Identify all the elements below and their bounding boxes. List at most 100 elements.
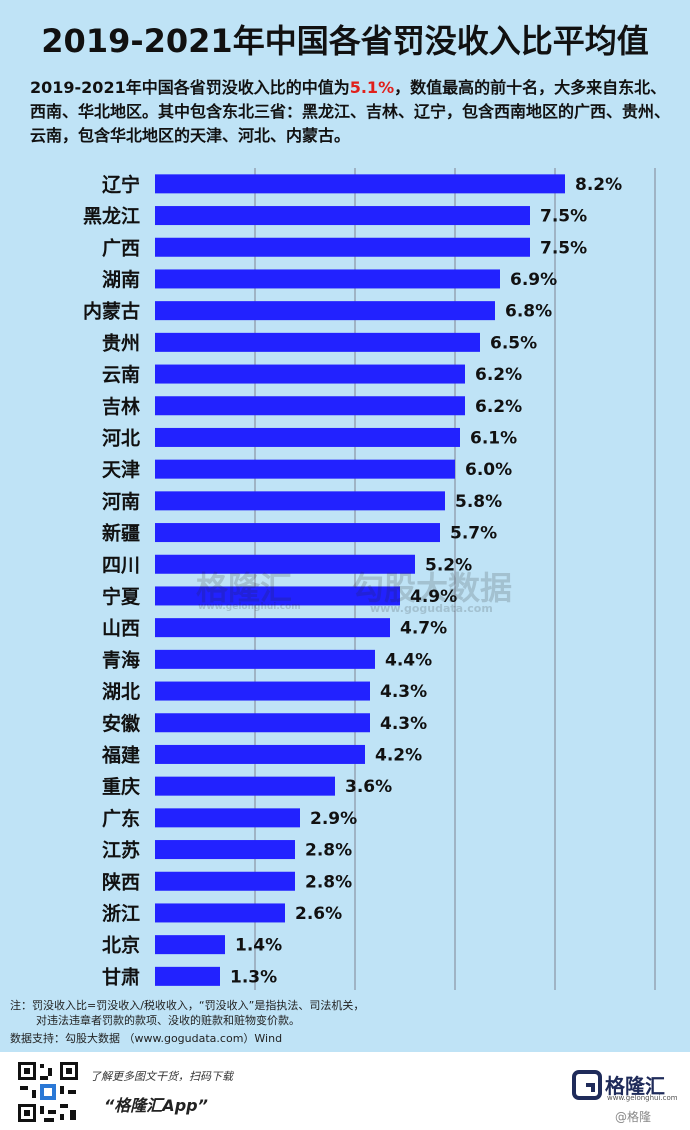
bar	[155, 206, 530, 226]
bar	[155, 491, 445, 511]
category-label: 江苏	[102, 839, 140, 862]
category-label: 青海	[102, 648, 140, 671]
value-label: 7.5%	[540, 207, 587, 227]
bar	[155, 301, 495, 321]
category-label: 河南	[102, 491, 140, 513]
value-label: 7.5%	[540, 238, 587, 258]
value-label: 6.8%	[505, 302, 552, 322]
category-label: 湖南	[102, 269, 140, 291]
bar	[155, 903, 285, 923]
download-cta: 了解更多图文干货，扫码下载	[90, 1070, 233, 1083]
category-label: 陕西	[102, 870, 140, 893]
value-label: 4.4%	[385, 650, 432, 670]
bar	[155, 935, 225, 955]
bar	[155, 269, 500, 289]
bar	[155, 776, 335, 796]
value-label: 1.3%	[230, 967, 277, 987]
bar	[155, 174, 565, 194]
bar	[155, 459, 455, 479]
value-label: 4.3%	[380, 714, 427, 734]
bar	[155, 871, 295, 891]
bar	[155, 523, 440, 543]
value-label: 6.5%	[490, 333, 537, 353]
category-label: 广西	[102, 236, 140, 259]
value-label: 5.8%	[455, 492, 502, 512]
value-label: 4.9%	[410, 587, 457, 607]
value-label: 6.9%	[510, 270, 557, 290]
value-label: 2.8%	[305, 841, 352, 861]
watermark-partner-url: www.gogudata.com	[370, 602, 493, 615]
category-label: 内蒙古	[83, 300, 140, 323]
value-label: 1.4%	[235, 936, 282, 956]
bar	[155, 744, 365, 764]
qr-code-icon[interactable]	[16, 1060, 80, 1124]
category-label: 福建	[101, 743, 140, 766]
chart-note: 注：罚没收入比=罚没收入/税收收入，“罚没收入”是指执法、司法机关， 对违法违章…	[10, 998, 610, 1028]
category-label: 湖北	[102, 681, 140, 703]
value-label: 5.2%	[425, 555, 472, 575]
bar	[155, 808, 300, 828]
brand-name: 格隆汇	[605, 1074, 665, 1098]
data-source: 数据支持：勾股大数据 （www.gogudata.com）Wind	[10, 1032, 283, 1045]
category-label: 黑龙江	[83, 205, 140, 228]
weibo-handle: @格隆	[615, 1110, 652, 1124]
value-label: 6.0%	[465, 460, 512, 480]
bar	[155, 427, 460, 447]
median-highlight: 5.1%	[349, 78, 395, 97]
category-label: 安徽	[102, 712, 141, 735]
bar	[155, 586, 400, 606]
bar-chart: 辽宁 8.2% 黑龙江 7.5% 广西 7.5% 湖南 6.9% 内蒙古 6.8% 贵州 6.5% 云南…	[83, 168, 656, 990]
watermark-partner: 勾股大数据	[352, 569, 513, 607]
category-label: 四川	[102, 554, 140, 576]
value-label: 6.2%	[475, 365, 522, 385]
value-label: 8.2%	[575, 175, 622, 195]
category-label: 山西	[102, 618, 140, 640]
category-label: 贵州	[102, 332, 140, 354]
subtitle-text-1: 2019-2021年中国各省罚没收入比的中值为	[30, 78, 350, 97]
note-line-1: 注：罚没收入比=罚没收入/税收收入，“罚没收入”是指执法、司法机关，	[10, 999, 365, 1012]
category-label: 重庆	[102, 775, 140, 798]
category-label: 广东	[102, 807, 140, 830]
bar	[155, 966, 220, 986]
value-label: 5.7%	[450, 524, 497, 544]
value-label: 2.8%	[305, 872, 352, 892]
bar	[155, 681, 370, 701]
category-label: 北京	[102, 934, 140, 957]
category-label: 河北	[102, 427, 140, 449]
bar	[155, 554, 415, 574]
category-label: 新疆	[102, 522, 140, 545]
value-label: 6.2%	[475, 397, 522, 417]
watermark-brand: 格隆汇	[196, 569, 293, 607]
category-label: 浙江	[102, 902, 140, 925]
subtitle-text-2: ，数值最高的前十名，大多来自东北、西南、华北地区。其中包含东北三省：黑龙江、吉林…	[30, 78, 671, 145]
category-label: 辽宁	[102, 173, 140, 196]
footer: 了解更多图文干货，扫码下载 “格隆汇App” 格隆汇 www.gelonghui…	[0, 1052, 690, 1130]
bar	[155, 332, 480, 352]
note-line-2: 对违法违章者罚款的款项、没收的赃款和赃物变价款。	[36, 1014, 300, 1027]
brand-url: www.gelonghui.com	[607, 1094, 678, 1102]
category-label: 甘肃	[102, 965, 140, 988]
page-title: 2019-2021年中国各省罚没收入比平均值	[41, 22, 649, 60]
bar	[155, 364, 465, 384]
category-label: 天津	[102, 458, 140, 481]
value-label: 4.3%	[380, 682, 427, 702]
category-label: 云南	[102, 364, 140, 386]
gelonghui-logo-icon	[572, 1070, 602, 1100]
value-label: 2.9%	[310, 809, 357, 829]
value-label: 4.2%	[375, 745, 422, 765]
category-label: 宁夏	[102, 585, 141, 608]
value-label: 4.7%	[400, 619, 447, 639]
category-label: 吉林	[102, 395, 140, 418]
value-label: 6.1%	[470, 428, 517, 448]
bar	[155, 237, 530, 257]
bar	[155, 618, 390, 638]
app-name: “格隆汇App”	[104, 1096, 208, 1115]
chart-subtitle: 2019-2021年中国各省罚没收入比的中值为5.1%，数值最高的前十名，大多来…	[30, 76, 670, 148]
bar	[155, 840, 295, 860]
bar	[155, 396, 465, 416]
bar	[155, 649, 375, 669]
value-label: 2.6%	[295, 904, 342, 924]
value-label: 3.6%	[345, 777, 392, 797]
watermark-brand-url: www.gelonghui.com	[198, 602, 301, 612]
bar	[155, 713, 370, 733]
